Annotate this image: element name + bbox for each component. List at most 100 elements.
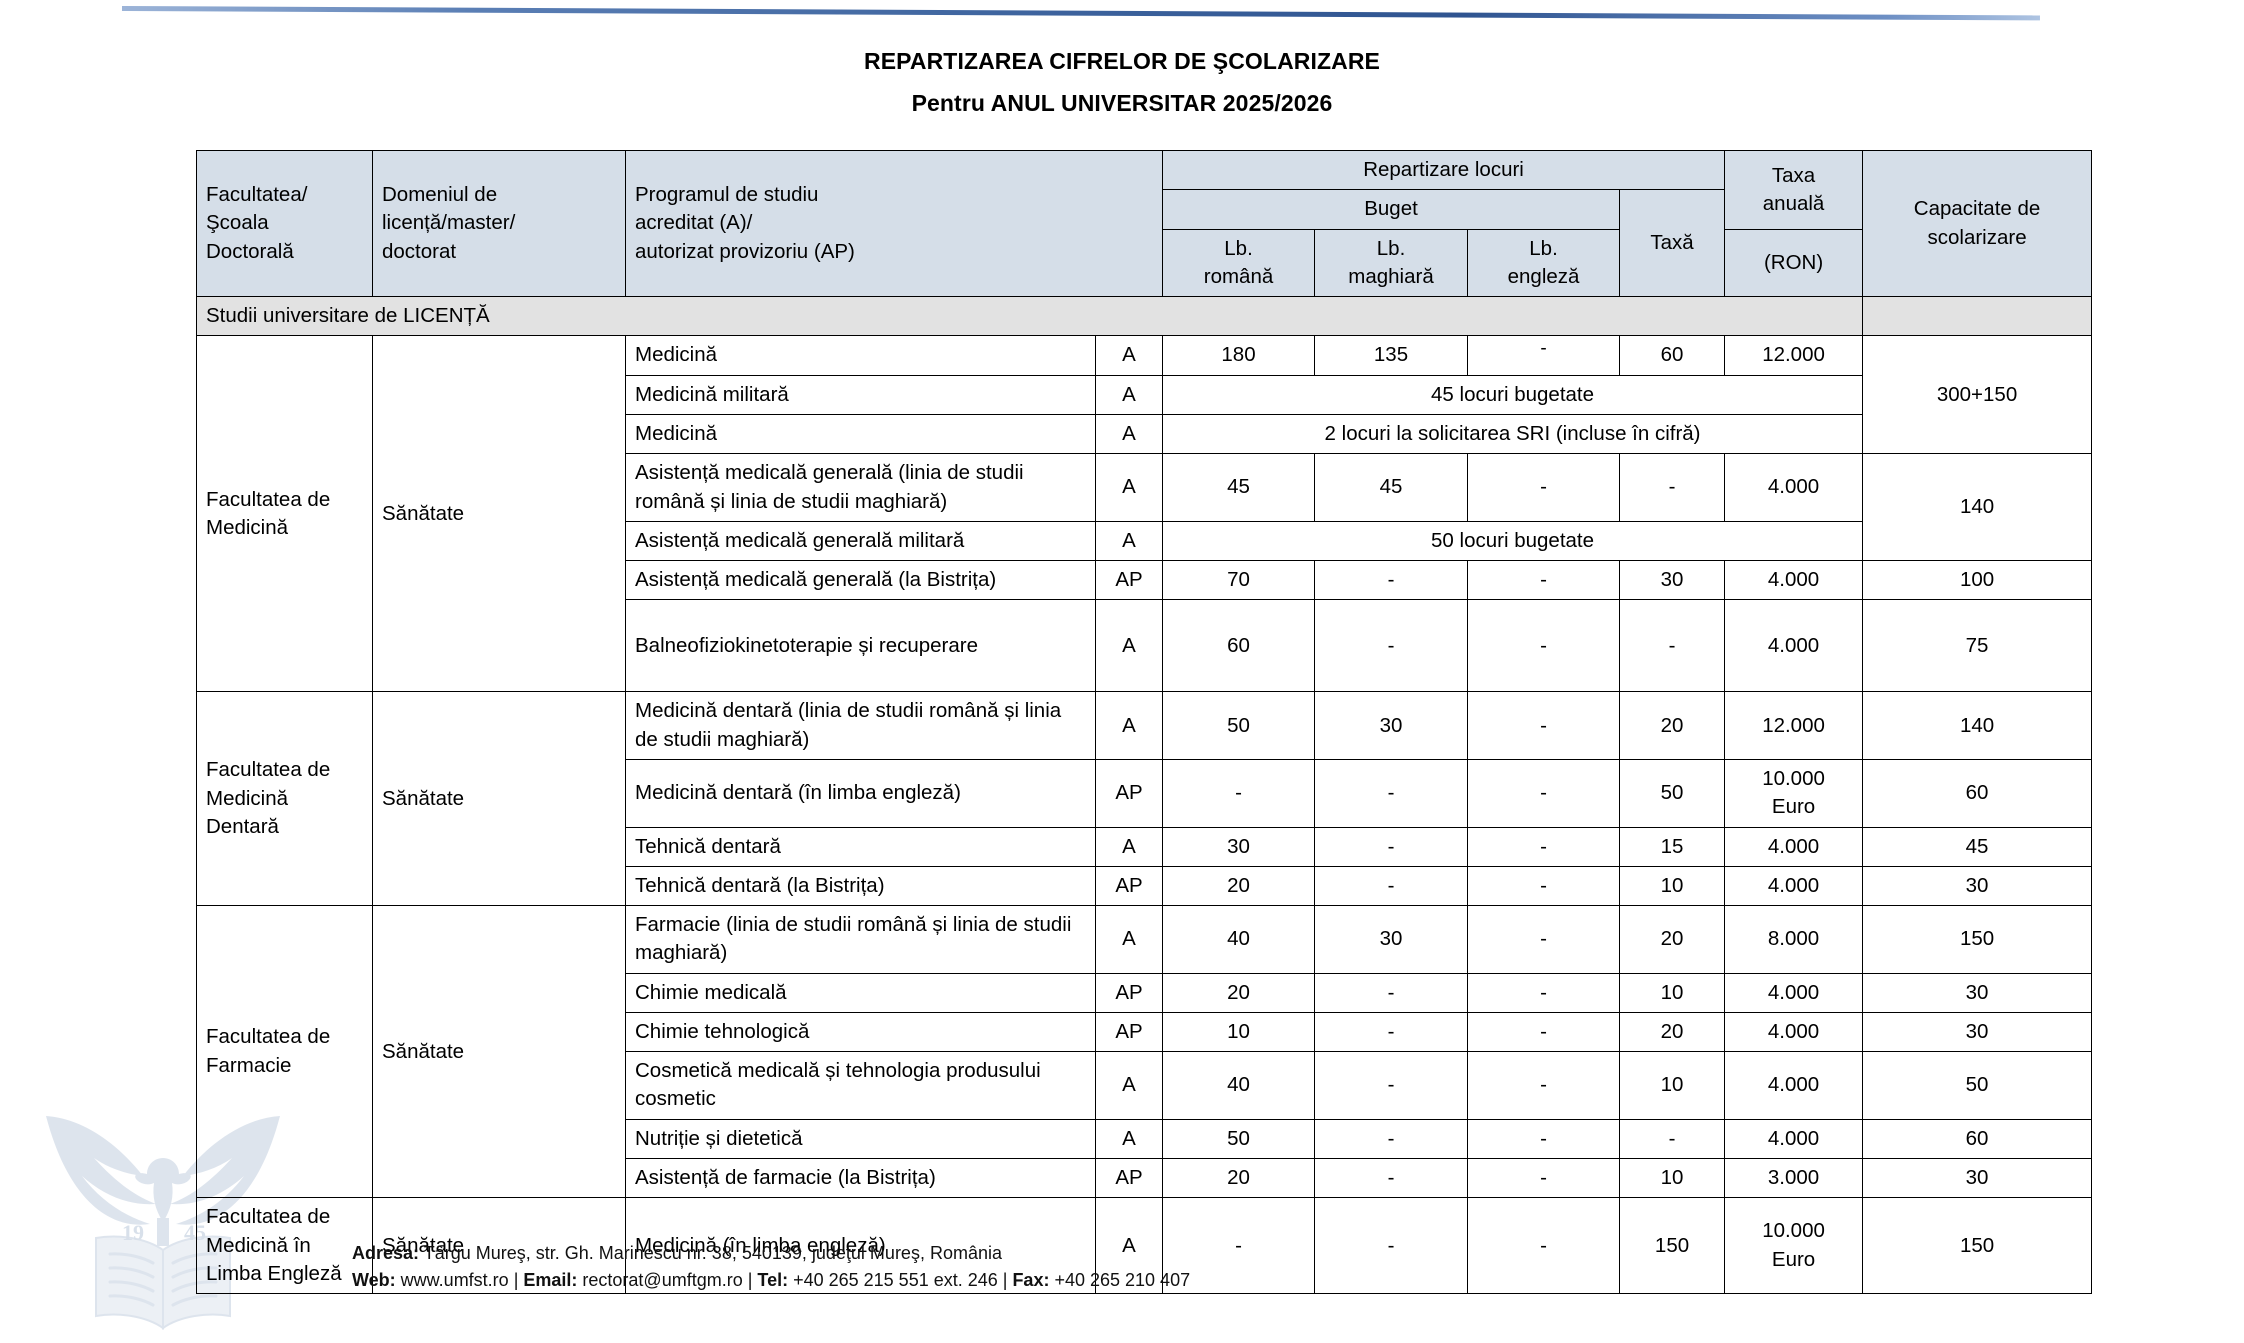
program-cell: Chimie tehnologică bbox=[625, 1011, 1096, 1053]
taxa-cell: 10 bbox=[1619, 1051, 1726, 1120]
places-romanian-cell: 50 bbox=[1162, 691, 1316, 760]
capacity-cell: 75 bbox=[1862, 599, 2093, 693]
capacity-cell: 30 bbox=[1862, 865, 2093, 907]
capacity-cell: 140 bbox=[1862, 691, 2093, 760]
annual-fee-line: 10.000 bbox=[1762, 1219, 1825, 1243]
accreditation-cell: A bbox=[1094, 1197, 1164, 1295]
taxa-cell: 50 bbox=[1619, 758, 1726, 828]
footer-contact-label: Fax: bbox=[1012, 1270, 1050, 1290]
places-hungarian-cell: 135 bbox=[1314, 335, 1469, 376]
places-romanian-cell: - bbox=[1162, 1197, 1316, 1295]
taxa-cell: 10 bbox=[1619, 1158, 1726, 1199]
footer-address-value: Târgu Mureş, str. Gh. Marinescu nr. 38, … bbox=[419, 1243, 1002, 1263]
accreditation-cell: A bbox=[1094, 335, 1164, 376]
header-taxa: Taxă bbox=[1619, 189, 1726, 298]
svg-text:19: 19 bbox=[122, 1220, 144, 1245]
program-cell: Asistență medicală generală (la Bistrița… bbox=[625, 560, 1096, 601]
taxa-cell: 20 bbox=[1619, 691, 1726, 760]
table-row: Medicină dentară (în limba engleză) AP - - -… bbox=[197, 758, 2093, 828]
domain-cell: Sănătate bbox=[372, 1197, 626, 1295]
table-row: Facultatea de Medicină în Limba Engleză Săn… bbox=[196, 1197, 2093, 1295]
section-title: Studii universitare de LICENȚĂ bbox=[195, 296, 1864, 337]
footer-contact-value: +40 265 210 407 bbox=[1049, 1270, 1191, 1290]
header-program-line3: autorizat provizoriu (AP) bbox=[635, 239, 855, 263]
header-domain-line2: licență/master/ bbox=[382, 211, 516, 235]
annual-fee-line: 4.000 bbox=[1767, 475, 1820, 499]
header-lb-engleza-line2: engleză bbox=[1507, 264, 1580, 288]
header-capacitate: Capacitate de scolarizare bbox=[1862, 149, 2093, 298]
section-row-blank bbox=[1862, 296, 2093, 337]
places-english-cell: - bbox=[1467, 972, 1621, 1013]
header-taxa-anuala-line1: Taxa bbox=[1771, 163, 1816, 187]
taxa-cell: - bbox=[1619, 1118, 1726, 1160]
places-hungarian-cell: - bbox=[1314, 972, 1469, 1013]
places-english-cell: - bbox=[1467, 1051, 1621, 1120]
annual-fee-line: 8.000 bbox=[1767, 927, 1820, 951]
note-cell: 45 locuri bugetate bbox=[1162, 374, 1864, 415]
table-row: Cosmetică medicală și tehnologia produsu… bbox=[197, 1051, 2093, 1120]
places-english-cell: - bbox=[1467, 905, 1621, 974]
faculty-name-line: Facultatea de bbox=[206, 1205, 331, 1229]
taxa-cell: 20 bbox=[1619, 1011, 1726, 1053]
faculty-name-line: Medicină bbox=[206, 786, 289, 810]
faculty-name-line: Limba Engleză bbox=[206, 1261, 342, 1285]
annual-fee-line: 12.000 bbox=[1762, 343, 1825, 367]
annual-fee-cell: 4.000 bbox=[1724, 1051, 1864, 1120]
capacity-cell: 50 bbox=[1862, 1051, 2093, 1120]
taxa-cell: - bbox=[1619, 453, 1726, 522]
accreditation-cell: A bbox=[1094, 413, 1164, 455]
places-romanian-cell: 20 bbox=[1162, 865, 1316, 907]
footer-address-line: Adresa: Târgu Mureş, str. Gh. Marinescu … bbox=[352, 1240, 1190, 1267]
faculty-name-line: Farmacie bbox=[206, 1053, 292, 1077]
program-cell: Chimie medicală bbox=[625, 972, 1096, 1013]
accreditation-cell: AP bbox=[1094, 865, 1164, 907]
annual-fee-cell: 8.000 bbox=[1724, 905, 1864, 974]
header-program-line2: acreditat (A)/ bbox=[635, 211, 753, 235]
places-english-cell: - bbox=[1467, 1118, 1621, 1160]
header-domain: Domeniul de licență/master/ doctorat bbox=[372, 149, 626, 298]
faculty-name-cell: Facultatea de Farmacie bbox=[196, 905, 373, 1199]
places-english-cell: - bbox=[1467, 453, 1621, 522]
footer-contact-value: rectorat@umftgm.ro | bbox=[577, 1270, 758, 1290]
places-english-cell: - bbox=[1467, 826, 1621, 867]
annual-fee-cell: 10.000 Euro bbox=[1724, 1197, 1864, 1295]
table-row: Tehnică dentară A 30- -15 4.000 45 bbox=[197, 826, 2093, 867]
table-row: Asistență medicală generală (linia de st… bbox=[197, 453, 2093, 562]
accreditation-cell: A bbox=[1094, 374, 1164, 415]
capacity-cell: 150 bbox=[1862, 905, 2093, 974]
header-faculty-line1: Facultatea/ bbox=[206, 183, 308, 207]
faculty-name-line: Facultatea de bbox=[206, 758, 331, 782]
table-row: Facultatea de Medicină Dentară Sănătate Medi… bbox=[196, 691, 2093, 907]
places-hungarian-cell: - bbox=[1314, 865, 1469, 907]
accreditation-cell: A bbox=[1094, 1051, 1164, 1120]
footer-contact-line: Web: www.umfst.ro | Email: rectorat@umft… bbox=[352, 1267, 1190, 1294]
capacity-cell: 30 bbox=[1862, 1011, 2093, 1053]
program-cell: Medicină (în limba engleză) bbox=[625, 1197, 1096, 1295]
capacity-cell: 300+150 bbox=[1862, 335, 2093, 455]
accreditation-cell: AP bbox=[1094, 1158, 1164, 1199]
taxa-cell: 20 bbox=[1619, 905, 1726, 974]
schooling-figures-table: Facultatea/ Şcoala Doctorală Domeniul de… bbox=[195, 149, 2093, 1295]
domain-cell: Sănătate bbox=[372, 905, 626, 1199]
places-english-cell: - bbox=[1467, 758, 1621, 828]
capacity-cell: 30 bbox=[1862, 972, 2093, 1013]
header-row-3: Lb. română Lb. maghiară Lb. engleză (RON… bbox=[197, 228, 2092, 298]
accreditation-cell: AP bbox=[1094, 560, 1164, 601]
table-body: Studii universitare de LICENȚĂ Facultatea… bbox=[195, 296, 2093, 1295]
table-row: Medicină A 2 locuri la solicitarea SRI (in… bbox=[197, 413, 2092, 455]
annual-fee-cell: 12.000 bbox=[1724, 691, 1864, 760]
accreditation-cell: A bbox=[1094, 826, 1164, 867]
faculty-name-cell: Facultatea de Medicină bbox=[196, 335, 373, 693]
header-taxa-anuala-line2: anuală bbox=[1762, 191, 1825, 215]
header-row-2: Buget Taxă bbox=[197, 189, 2092, 298]
annual-fee-line: 4.000 bbox=[1767, 568, 1820, 592]
places-english-cell: - bbox=[1467, 865, 1621, 907]
program-cell: Asistență medicală generală militară bbox=[625, 520, 1096, 562]
program-cell: Medicină dentară (linia de studii română… bbox=[625, 691, 1096, 760]
annual-fee-cell: 4.000 bbox=[1724, 972, 1864, 1013]
annual-fee-line: Euro bbox=[1771, 795, 1816, 819]
annual-fee-line: 12.000 bbox=[1762, 713, 1825, 737]
places-english-cell: - bbox=[1467, 599, 1621, 693]
faculty-name-cell: Facultatea de Medicină Dentară bbox=[196, 691, 373, 907]
capacity-cell: 30 bbox=[1862, 1158, 2093, 1199]
